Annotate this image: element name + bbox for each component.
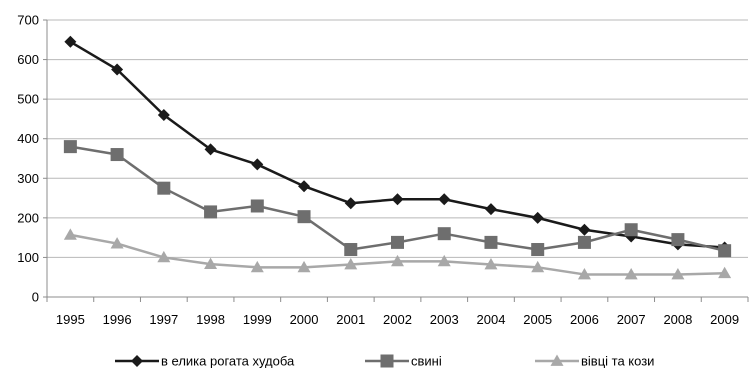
data-point [250,260,264,273]
x-tick-label: 2009 [710,312,739,327]
x-tick-label: 2003 [430,312,459,327]
data-point [624,267,638,280]
x-tick-label: 1997 [149,312,178,327]
data-point [531,260,545,273]
y-tick-label: 200 [17,210,39,225]
y-tick-label: 400 [17,131,39,146]
series-lines [63,35,732,280]
legend-label: вівці та кози [581,354,654,369]
series-line [69,40,725,249]
data-point [344,197,357,210]
data-point [718,266,732,279]
data-point [391,235,404,249]
series-2 [63,140,732,258]
y-tick-label: 0 [32,290,39,305]
data-point [484,258,498,270]
data-point [157,108,170,121]
grid-lines [47,19,748,258]
data-point [63,228,77,240]
data-point [718,244,732,258]
data-point [531,211,544,224]
x-tick-label: 2005 [523,312,552,327]
data-point [297,260,311,273]
data-point [437,254,451,267]
data-point [204,257,218,270]
y-tick-label: 700 [17,13,39,28]
y-axis-tick-labels: 0 100 200 300 400 500 600 700 [17,13,39,305]
data-point [157,181,171,195]
data-point [437,227,451,241]
data-point [577,267,591,280]
series-1 [64,35,731,254]
x-tick-label: 1995 [56,312,85,327]
data-point [438,193,451,206]
data-point [297,210,311,224]
data-point [577,235,591,249]
legend-entry: в елика рогата худоба [115,354,295,369]
data-point [110,148,124,162]
data-point [344,258,358,270]
legend-label: в елика рогата худоба [161,354,295,369]
data-point [204,205,218,219]
data-point [484,203,497,216]
x-tick-label: 1998 [196,312,225,327]
data-point [250,199,264,213]
legend-entry: вівці та кози [535,354,654,369]
x-tick-label: 2001 [336,312,365,327]
x-tick-label: 2000 [290,312,319,327]
data-point [624,223,638,237]
data-point [298,180,311,193]
data-point [671,267,685,280]
y-tick-label: 100 [17,250,39,265]
x-tick-label: 2002 [383,312,412,327]
data-point [671,233,685,247]
legend: в елика рогата худоба свині вівці та кози [115,354,654,369]
axes [43,19,749,302]
data-point [63,140,77,154]
data-point [251,158,264,171]
x-tick-label: 2004 [477,312,506,327]
data-point [391,193,404,206]
data-point [344,243,358,257]
data-point [110,237,124,249]
data-point [204,143,217,156]
y-tick-label: 300 [17,171,39,186]
legend-marker [550,354,564,366]
x-tick-label: 2007 [617,312,646,327]
data-point [64,35,77,48]
series-3 [63,228,732,280]
data-point [157,250,171,263]
legend-marker [131,355,143,367]
y-tick-label: 600 [17,52,39,67]
legend-marker [380,354,394,368]
x-tick-label: 2008 [663,312,692,327]
x-axis-tick-labels: 1995 1996 1997 1998 1999 2000 2001 2002 2003 2004… [56,312,739,327]
y-tick-label: 500 [17,92,39,107]
data-point [578,223,591,236]
x-tick-label: 1996 [103,312,132,327]
x-tick-label: 1999 [243,312,272,327]
x-tick-label: 2006 [570,312,599,327]
data-point [484,235,498,249]
data-point [111,63,124,76]
legend-entry: свині [365,354,442,369]
legend-label: свині [411,354,442,369]
data-point [391,254,404,267]
data-point [531,243,545,257]
